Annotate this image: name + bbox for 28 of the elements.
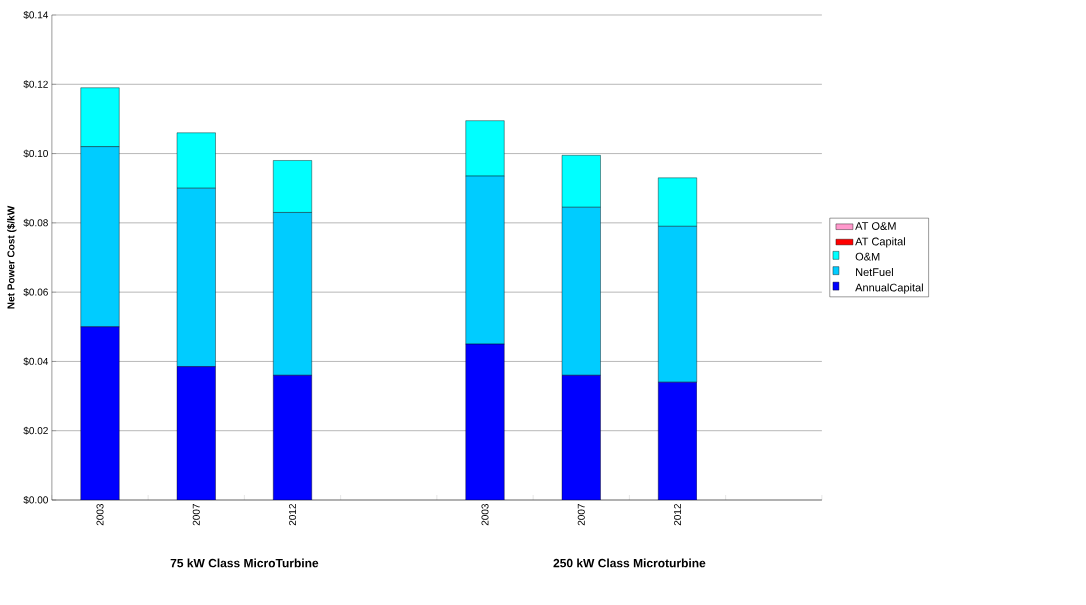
bar: [658, 382, 697, 500]
x-tick-label: 2012: [288, 504, 297, 526]
bar: [465, 344, 505, 500]
bar: [177, 366, 216, 500]
legend-label: AT O&M: [855, 222, 896, 230]
text: 75 kW Class MicroTurbine: [170, 558, 319, 568]
y-tick-label: $0.08: [23, 218, 48, 227]
y-tick-label: $0.14: [23, 10, 49, 20]
y-tick-label: $0.10: [23, 149, 48, 158]
y-tick-label: $0.00: [23, 495, 48, 505]
bar: [273, 375, 312, 500]
y-tick-label: $0.04: [23, 357, 49, 366]
x-tick-label: 2012: [673, 504, 682, 526]
x-tick-label: 2003: [481, 503, 489, 526]
x-tick-label: 2007: [577, 504, 585, 526]
legend-label: NetFuel: [856, 267, 893, 277]
legend-label: AT Capital: [855, 237, 905, 248]
bar: [80, 326, 120, 500]
y-tick-label: $0.12: [23, 80, 48, 89]
legend-label: AnnualCapital: [855, 283, 923, 294]
bar: [562, 375, 601, 500]
y-axis-title: Net Power Cost ($/kW: [6, 205, 17, 309]
legend-label: O&M: [855, 252, 880, 261]
x-tick-label: 2007: [192, 504, 200, 526]
y-tick-label: $0.02: [23, 426, 48, 435]
text: 250 kW Class Microturbine: [553, 558, 706, 568]
y-tick-label: $0.06: [23, 288, 48, 297]
x-tick-label: 2003: [96, 503, 104, 526]
